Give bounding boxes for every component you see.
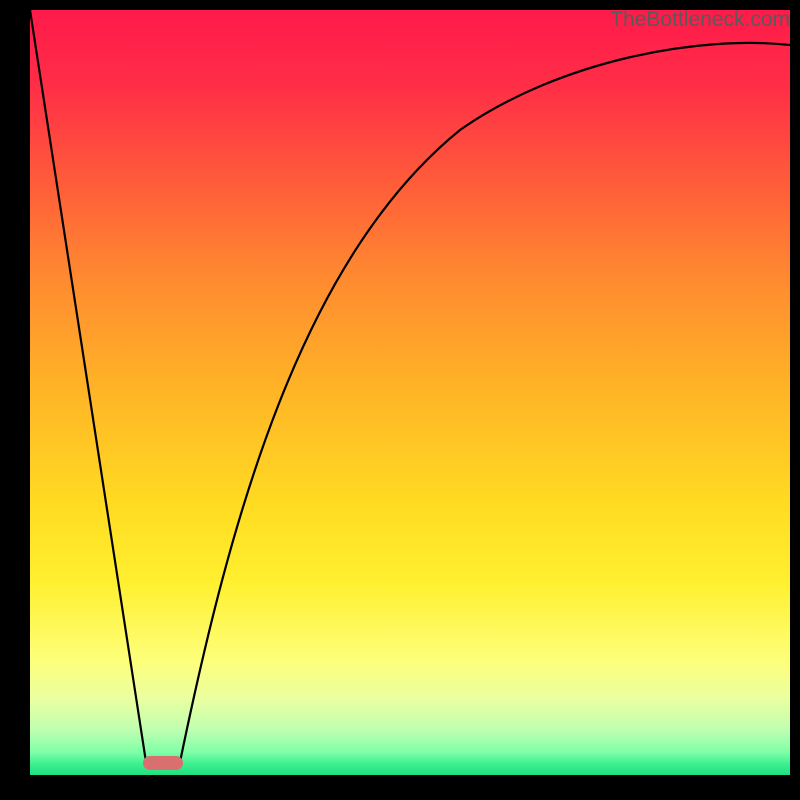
watermark-text: TheBottleneck.com	[610, 8, 790, 32]
bottleneck-marker	[143, 756, 183, 770]
bottleneck-chart: TheBottleneck.com	[0, 0, 800, 800]
curve-left-branch	[30, 10, 146, 762]
curve-right-branch	[180, 43, 790, 762]
curve-layer	[0, 0, 800, 800]
